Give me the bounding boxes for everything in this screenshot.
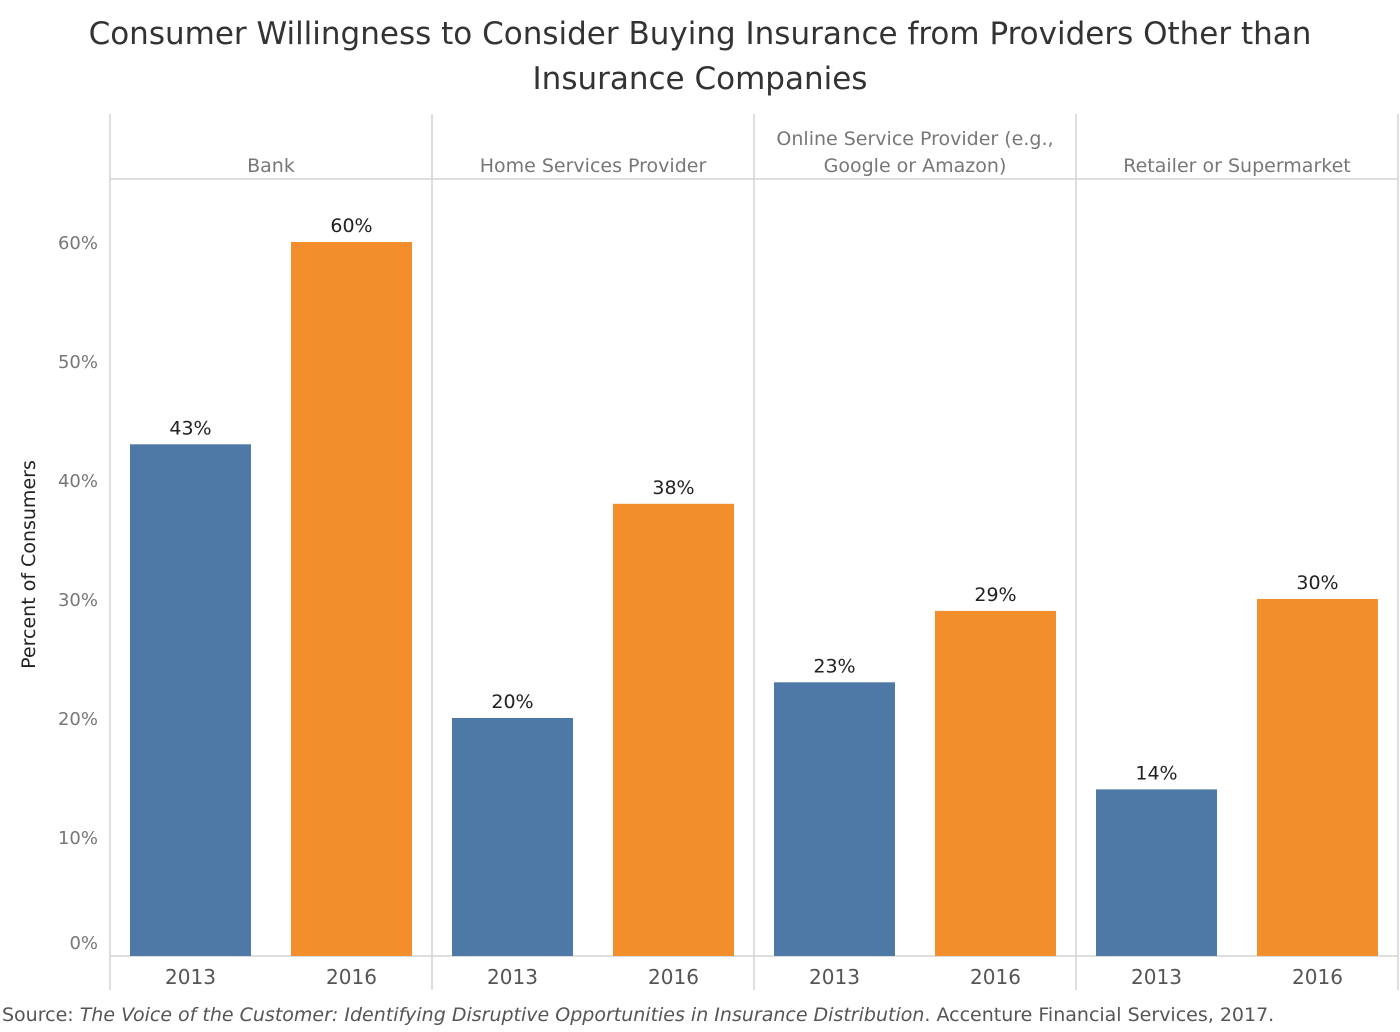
bar-2016 bbox=[935, 610, 1056, 956]
x-tick-label: 2016 bbox=[970, 965, 1021, 989]
bar-value-label: 14% bbox=[1135, 762, 1177, 784]
bar-2013 bbox=[1096, 789, 1217, 956]
chart-area: Percent of Consumers 0% 10% 20% 30% 40% 50% 60%… bbox=[18, 114, 1399, 990]
y-tick-label: 60% bbox=[58, 233, 98, 254]
x-tick-label: 2013 bbox=[165, 965, 216, 989]
source-prefix: Source: bbox=[2, 1004, 80, 1026]
bar-2013 bbox=[452, 718, 573, 956]
chart-title-line-2: Insurance Companies bbox=[532, 61, 868, 97]
bar-value-label: 43% bbox=[169, 417, 211, 439]
bar-value-label: 23% bbox=[813, 655, 855, 677]
source-suffix: . Accenture Financial Services, 2017. bbox=[924, 1004, 1275, 1026]
bar-value-label: 38% bbox=[652, 477, 694, 499]
source-note: Source: The Voice of the Customer: Ident… bbox=[2, 1004, 1398, 1026]
y-tick-label: 50% bbox=[58, 352, 98, 373]
panel-header-label: Online Service Provider (e.g., bbox=[776, 128, 1053, 150]
y-tick-label: 20% bbox=[58, 709, 98, 730]
chart-title-line-1: Consumer Willingness to Consider Buying … bbox=[88, 16, 1312, 52]
y-axis-title: Percent of Consumers bbox=[18, 460, 40, 669]
bar-2016 bbox=[291, 242, 412, 956]
x-tick-label: 2013 bbox=[487, 965, 538, 989]
x-tick-label: 2016 bbox=[326, 965, 377, 989]
bar-value-label: 20% bbox=[491, 691, 533, 713]
y-tick-label: 40% bbox=[58, 471, 98, 492]
bar-2016 bbox=[1257, 599, 1378, 956]
panel-header-label: Retailer or Supermarket bbox=[1123, 155, 1350, 177]
bar-2013 bbox=[774, 682, 895, 956]
x-tick-label: 2016 bbox=[648, 965, 699, 989]
source-title: The Voice of the Customer: Identifying D… bbox=[79, 1004, 925, 1026]
panel-header-label: Google or Amazon) bbox=[824, 155, 1007, 177]
bar-value-label: 29% bbox=[974, 584, 1016, 606]
panel-header-label: Home Services Provider bbox=[480, 155, 707, 177]
y-tick-label: 30% bbox=[58, 590, 98, 611]
x-tick-label: 2016 bbox=[1292, 965, 1343, 989]
y-tick-label: 0% bbox=[69, 933, 98, 954]
bar-value-label: 30% bbox=[1296, 572, 1338, 594]
bar-2016 bbox=[613, 503, 734, 956]
x-tick-label: 2013 bbox=[1131, 965, 1182, 989]
bar-value-label: 60% bbox=[330, 215, 372, 237]
y-tick-label: 10% bbox=[58, 828, 98, 849]
chart-title: Consumer Willingness to Consider Buying … bbox=[0, 12, 1400, 102]
x-tick-label: 2013 bbox=[809, 965, 860, 989]
bar-2013 bbox=[130, 444, 251, 956]
panel-header-label: Bank bbox=[247, 155, 295, 177]
